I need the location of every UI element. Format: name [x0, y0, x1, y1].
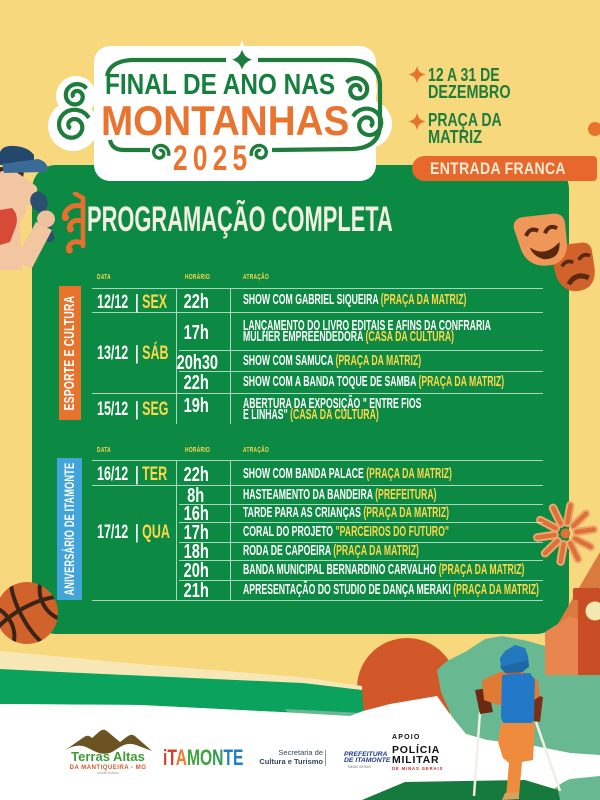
- svg-text:DA MANTIQUEIRA - MG: DA MANTIQUEIRA - MG: [70, 765, 147, 771]
- svg-text:circuito turistico: circuito turistico: [97, 771, 119, 775]
- svg-text:Terras Altas: Terras Altas: [71, 749, 145, 764]
